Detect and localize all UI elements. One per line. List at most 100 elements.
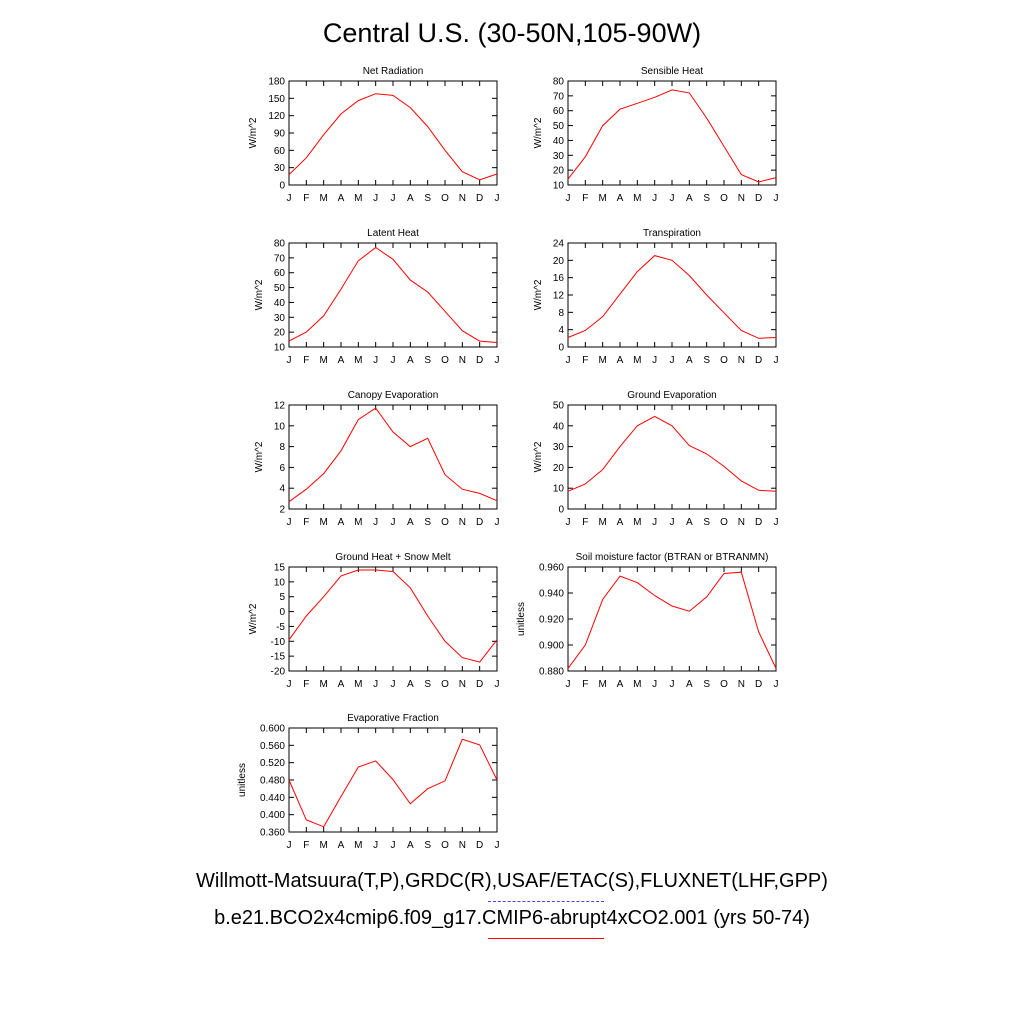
- x-tick-label: J: [566, 679, 571, 690]
- x-tick-label: M: [354, 679, 362, 690]
- x-tick-label: J: [373, 355, 378, 366]
- x-tick-label: O: [720, 679, 728, 690]
- y-tick-label: 5: [279, 592, 285, 603]
- x-tick-label: F: [303, 517, 309, 528]
- y-tick-label: 90: [274, 129, 286, 140]
- x-tick-label: J: [495, 193, 500, 204]
- y-tick-label: 0.560: [260, 741, 285, 752]
- x-tick-label: A: [686, 193, 693, 204]
- x-tick-label: M: [319, 355, 327, 366]
- y-axis-label: W/m^2: [533, 117, 544, 148]
- x-tick-label: S: [703, 679, 710, 690]
- y-tick-label: 40: [553, 421, 565, 432]
- series-line: [288, 569, 498, 663]
- x-tick-label: J: [287, 517, 292, 528]
- chart-title: Latent Heat: [367, 228, 419, 239]
- y-tick-label: -5: [276, 622, 285, 633]
- legend-observations-label: Willmott-Matsuura(T,P),GRDC(R),USAF/ETAC…: [196, 870, 828, 892]
- x-tick-label: F: [303, 193, 309, 204]
- y-tick-label: 20: [553, 463, 565, 474]
- x-tick-label: A: [338, 840, 345, 851]
- y-axis-label: W/m^2: [254, 279, 265, 310]
- plot-frame: [567, 80, 777, 186]
- y-tick-label: -20: [271, 667, 286, 678]
- x-tick-label: J: [373, 193, 378, 204]
- chart-title: Canopy Evaporation: [348, 390, 439, 401]
- x-tick-label: J: [287, 355, 292, 366]
- x-tick-label: M: [598, 355, 606, 366]
- x-tick-label: D: [476, 517, 483, 528]
- x-tick-label: J: [670, 193, 675, 204]
- x-tick-label: S: [424, 679, 431, 690]
- x-tick-label: J: [495, 840, 500, 851]
- x-tick-label: A: [686, 355, 693, 366]
- x-tick-label: J: [391, 193, 396, 204]
- y-tick-label: 30: [274, 163, 286, 174]
- y-tick-label: 16: [553, 273, 565, 284]
- page-title: Central U.S. (30-50N,105-90W): [322, 18, 702, 48]
- x-tick-label: J: [566, 193, 571, 204]
- y-tick-label: 12: [274, 401, 286, 412]
- chart-title: Net Radiation: [363, 66, 424, 77]
- y-tick-label: 2: [279, 505, 285, 516]
- chart-title: Ground Heat + Snow Melt: [335, 552, 451, 563]
- y-tick-label: 50: [553, 121, 565, 132]
- series-line: [567, 571, 777, 669]
- x-tick-label: M: [633, 193, 641, 204]
- legend-observations-swatch: [488, 901, 604, 902]
- x-tick-label: J: [391, 679, 396, 690]
- y-tick-label: 120: [268, 111, 285, 122]
- x-tick-label: J: [495, 679, 500, 690]
- y-axis-label: unitless: [237, 763, 248, 797]
- x-tick-label: O: [720, 193, 728, 204]
- x-tick-label: J: [373, 840, 378, 851]
- x-tick-label: M: [633, 517, 641, 528]
- chart-panel-8: Soil moisture factor (BTRAN or BTRANMN) J…: [516, 552, 779, 690]
- x-tick-label: M: [633, 679, 641, 690]
- series-line: [288, 738, 498, 828]
- series-line: [567, 415, 777, 492]
- x-tick-label: J: [287, 679, 292, 690]
- series-line: [288, 93, 498, 181]
- x-tick-label: F: [582, 517, 588, 528]
- x-tick-label: A: [407, 517, 414, 528]
- x-tick-label: M: [598, 193, 606, 204]
- x-tick-label: J: [774, 193, 779, 204]
- x-tick-label: O: [720, 517, 728, 528]
- x-tick-label: F: [582, 193, 588, 204]
- x-tick-label: J: [391, 840, 396, 851]
- series-line: [288, 407, 498, 503]
- y-tick-label: 10: [274, 577, 286, 588]
- y-tick-label: 12: [553, 291, 565, 302]
- x-tick-label: A: [407, 193, 414, 204]
- y-tick-label: 180: [268, 77, 285, 88]
- series-line: [567, 89, 777, 183]
- x-tick-label: D: [755, 193, 762, 204]
- x-tick-label: M: [633, 355, 641, 366]
- y-tick-label: 30: [274, 313, 286, 324]
- legend-model-label: b.e21.BCO2x4cmip6.f09_g17.CMIP6-abrupt4x…: [214, 907, 810, 929]
- x-tick-label: S: [703, 193, 710, 204]
- y-axis-label: W/m^2: [533, 279, 544, 310]
- x-tick-label: J: [566, 517, 571, 528]
- y-tick-label: 0.360: [260, 828, 285, 839]
- y-tick-label: 8: [558, 308, 564, 319]
- x-tick-label: D: [755, 517, 762, 528]
- x-tick-label: M: [319, 517, 327, 528]
- y-axis-label: W/m^2: [254, 441, 265, 472]
- y-tick-label: 0.480: [260, 776, 285, 787]
- plot-frame: [567, 242, 777, 348]
- x-tick-label: J: [391, 355, 396, 366]
- y-tick-label: 30: [553, 442, 565, 453]
- y-tick-label: 0.880: [539, 667, 564, 678]
- y-tick-label: -10: [271, 637, 286, 648]
- x-tick-label: M: [354, 355, 362, 366]
- x-tick-label: A: [338, 355, 345, 366]
- x-tick-label: J: [774, 355, 779, 366]
- x-tick-label: J: [670, 679, 675, 690]
- y-tick-label: 20: [553, 166, 565, 177]
- x-tick-label: J: [774, 679, 779, 690]
